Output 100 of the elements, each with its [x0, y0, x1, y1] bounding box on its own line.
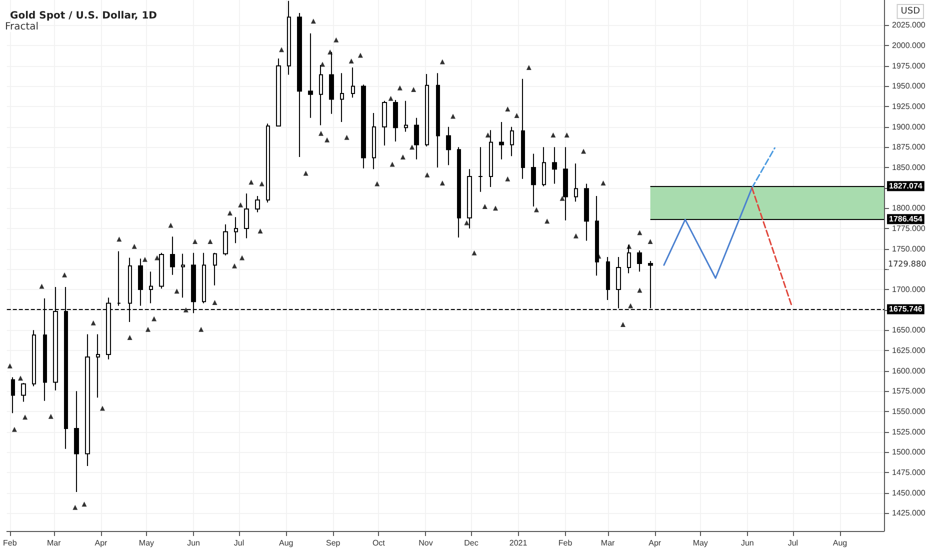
point [142, 256, 148, 262]
point [534, 207, 539, 212]
point [192, 239, 198, 244]
point [505, 176, 510, 182]
y-tick-label: 1425.000 [892, 508, 926, 518]
y-tick-label: 1975.000 [892, 61, 926, 70]
point [620, 322, 626, 327]
candlestick [542, 146, 546, 187]
point [259, 181, 264, 186]
candlestick [372, 112, 376, 170]
candlestick [351, 66, 355, 98]
candlestick [436, 72, 440, 168]
y-tick-label: 1550.000 [892, 406, 926, 416]
point [127, 334, 132, 340]
candlestick [361, 84, 366, 169]
point [550, 132, 556, 138]
y-tick-label: 1450.000 [892, 488, 926, 498]
point [62, 272, 68, 278]
candlestick [393, 100, 398, 142]
y-tick-label: 1875.000 [892, 142, 926, 152]
point [560, 196, 565, 201]
y-tick-label: 1700.000 [892, 284, 926, 294]
point [344, 134, 350, 140]
candlestick [329, 52, 334, 114]
candlestick [478, 146, 483, 192]
point [320, 62, 326, 67]
candlestick [616, 256, 621, 309]
text: 1729.880 [888, 260, 926, 269]
point [573, 233, 578, 238]
y-tick-label: 1850.000 [892, 163, 926, 172]
y-tick-label: 1950.000 [892, 82, 926, 91]
candlestick [404, 100, 408, 132]
point [493, 206, 498, 211]
line-series [663, 187, 753, 279]
point [440, 59, 445, 64]
point [390, 162, 395, 167]
point [198, 326, 204, 332]
y-tick-label: 1475.000 [892, 468, 926, 477]
x-tick-label: Jul [788, 538, 798, 548]
point [637, 230, 642, 236]
candlestick [499, 121, 504, 160]
point [544, 218, 550, 224]
point [505, 106, 510, 112]
y-tick-label: 1575.000 [892, 386, 926, 396]
point [116, 236, 122, 242]
point [48, 414, 54, 419]
point [472, 250, 477, 256]
point [637, 288, 642, 293]
y-tick-label: 1900.000 [892, 122, 926, 132]
ref-line-label: 1675.746 [889, 304, 923, 314]
candlestick [584, 183, 589, 242]
y-tick-label: 1625.000 [892, 346, 926, 355]
x-tick-label: Apr [648, 538, 662, 548]
point [485, 132, 490, 138]
candlestick [287, 0, 291, 76]
point [648, 239, 653, 244]
candlestick [637, 250, 642, 272]
candlestick [255, 195, 260, 213]
point [132, 244, 137, 249]
candlestick [531, 153, 536, 208]
x-tick-label: Mar [600, 538, 616, 548]
y-tick-label: 1775.000 [892, 224, 926, 233]
x-tick-label: May [692, 538, 708, 548]
y-tick-label: 1650.000 [892, 326, 926, 335]
point [374, 181, 380, 186]
point [482, 204, 488, 210]
point [232, 263, 237, 268]
candlestick [552, 146, 557, 184]
y-tick-label: 1525.000 [892, 427, 926, 436]
x-tick-label: Jun [187, 538, 200, 548]
candlestick [521, 78, 525, 180]
candlestick [276, 58, 281, 127]
candlestick [457, 146, 461, 238]
point [152, 316, 157, 322]
y-tick-label: 1600.000 [892, 366, 926, 376]
point [258, 228, 263, 234]
point [212, 300, 218, 305]
x-tick-label: Feb [558, 538, 573, 548]
x-tick-label: Sep [326, 538, 341, 548]
y-tick-label: 1925.000 [892, 102, 926, 112]
point [238, 202, 244, 208]
candlestick [425, 74, 429, 147]
candlestick [170, 236, 175, 276]
point [174, 288, 180, 294]
point [22, 414, 28, 420]
point [279, 47, 284, 52]
point [628, 303, 634, 308]
x-tick-label: Dec [464, 538, 478, 548]
point [388, 96, 394, 101]
candlestick [32, 330, 36, 387]
point [400, 154, 406, 160]
point [348, 58, 354, 64]
y-tick-label: 2025.000 [892, 20, 926, 30]
point [227, 210, 232, 216]
x-tick-label: 2021 [509, 538, 528, 548]
x-tick-label: Oct [372, 538, 386, 548]
candlestick [606, 256, 610, 301]
x-tick-label: Nov [418, 538, 433, 548]
point [440, 180, 445, 186]
point [464, 220, 470, 226]
